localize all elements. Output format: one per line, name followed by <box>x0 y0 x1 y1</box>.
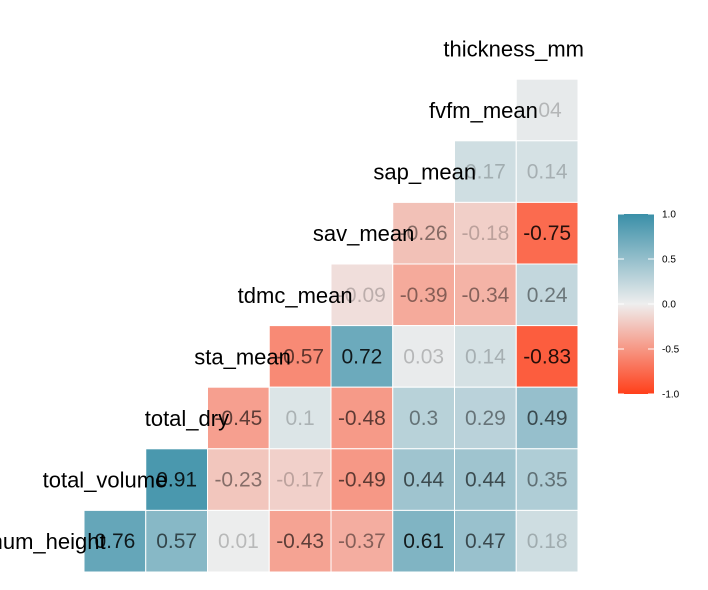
cell-value-label: 0.1 <box>286 407 315 430</box>
heatmap-cell <box>454 386 517 450</box>
cell-value-label: -0.18 <box>461 222 509 245</box>
variable-label: total_dry <box>145 406 229 431</box>
cell-value-label: -0.57 <box>276 345 324 368</box>
cell-value-label: 0.35 <box>527 469 568 492</box>
legend-tick-label: -1.0 <box>662 390 680 401</box>
heatmap-cell <box>207 448 270 511</box>
heatmap-cell <box>330 263 394 327</box>
cell-value-label: 0.57 <box>156 530 197 553</box>
cell-value-label: 0.18 <box>527 530 568 553</box>
cell-value-label: -0.23 <box>214 469 262 492</box>
cell-value-label: 0.72 <box>341 345 382 368</box>
variable-label: mum_height <box>0 529 106 554</box>
cell-value-label: 0.3 <box>409 407 438 430</box>
legend-tick-label: 0.0 <box>662 300 676 311</box>
heatmap-cell <box>268 325 332 388</box>
heatmap-cell <box>330 386 394 450</box>
cell-value-label: 0.61 <box>403 530 444 553</box>
heatmap-cell <box>515 448 579 511</box>
variable-label: fvfm_mean <box>429 98 538 123</box>
heatmap-cell <box>268 509 332 573</box>
heatmap-cell <box>207 509 270 573</box>
legend-ticks: 1.0 0.5 0.0 -0.5 -1.0 <box>618 210 680 401</box>
cell-value-label: -0.37 <box>338 530 386 553</box>
cell-value-label: 0.91 <box>156 469 197 492</box>
cell-value-label: 0.14 <box>527 161 568 184</box>
cell-value-label: 0.03 <box>403 345 444 368</box>
cell-value-label: 0.47 <box>465 530 506 553</box>
heatmap-cell <box>515 325 579 388</box>
cell-value-label: 0.29 <box>465 407 506 430</box>
cell-value-label: -0.26 <box>400 222 448 245</box>
variable-label: total_volume <box>43 468 168 493</box>
variable-labels: thickness_mm fvfm_mean sap_mean sav_meantdm… <box>0 36 584 554</box>
variable-label: thickness_mm <box>443 36 584 61</box>
legend-tick-label: 0.5 <box>662 255 676 266</box>
heatmap-cell <box>392 263 455 327</box>
legend-tick-label: -0.5 <box>662 345 680 356</box>
heatmap-cell <box>392 325 455 388</box>
heatmap-cell <box>145 509 208 573</box>
cell-value-label: -0.48 <box>338 407 386 430</box>
heatmap-cell <box>392 201 455 265</box>
heatmap-cell <box>515 140 579 203</box>
heatmap-cell <box>268 448 332 511</box>
cell-value-label: -0.45 <box>214 407 262 430</box>
heatmap-cell <box>515 509 579 573</box>
variable-label: sap_mean <box>373 160 476 185</box>
cell-value-label: -0.43 <box>276 530 324 553</box>
cell-value-label: 0.44 <box>465 469 506 492</box>
heatmap-cell <box>454 509 517 573</box>
cell-value-label: 0.24 <box>527 284 568 307</box>
cell-value-label: 0.49 <box>527 407 568 430</box>
cell-value-label: -0.09 <box>338 284 386 307</box>
cell-value-label: 0.14 <box>465 345 506 368</box>
cell-value-label: 0.76 <box>94 530 135 553</box>
heatmap-cell <box>515 201 579 265</box>
variable-label: sta_mean <box>194 344 291 369</box>
heatmap-cell <box>454 201 517 265</box>
cell-value-label: 0.44 <box>403 469 444 492</box>
cell-value-label: -0.83 <box>523 345 571 368</box>
cell-value-label: -0.39 <box>400 284 448 307</box>
cell-value-label: 0.01 <box>218 530 259 553</box>
heatmap-cells: .04 0.17 0.14 -0.26 -0.18 -0.75 -0.09 -0.39 -0.3… <box>83 78 579 573</box>
cell-value-label: -0.75 <box>523 222 571 245</box>
cell-value-label: -0.49 <box>338 469 386 492</box>
heatmap-cell <box>515 263 579 327</box>
heatmap-cell <box>83 509 147 573</box>
heatmap-cell <box>515 78 579 142</box>
cell-value-label: -0.17 <box>276 469 324 492</box>
heatmap-cell <box>330 509 394 573</box>
cell-value-label: .04 <box>533 99 563 122</box>
heatmap-cell <box>454 448 517 511</box>
variable-label: sav_mean <box>313 221 415 246</box>
heatmap-cell <box>392 386 455 450</box>
variable-label: tdmc_mean <box>238 283 353 308</box>
color-legend: 1.0 0.5 0.0 -0.5 -1.0 <box>618 210 680 401</box>
cell-value-label: -0.34 <box>461 284 509 307</box>
cell-value-label: 0.17 <box>465 161 506 184</box>
legend-tick-label: 1.0 <box>662 210 676 221</box>
heatmap-cell <box>515 386 579 450</box>
